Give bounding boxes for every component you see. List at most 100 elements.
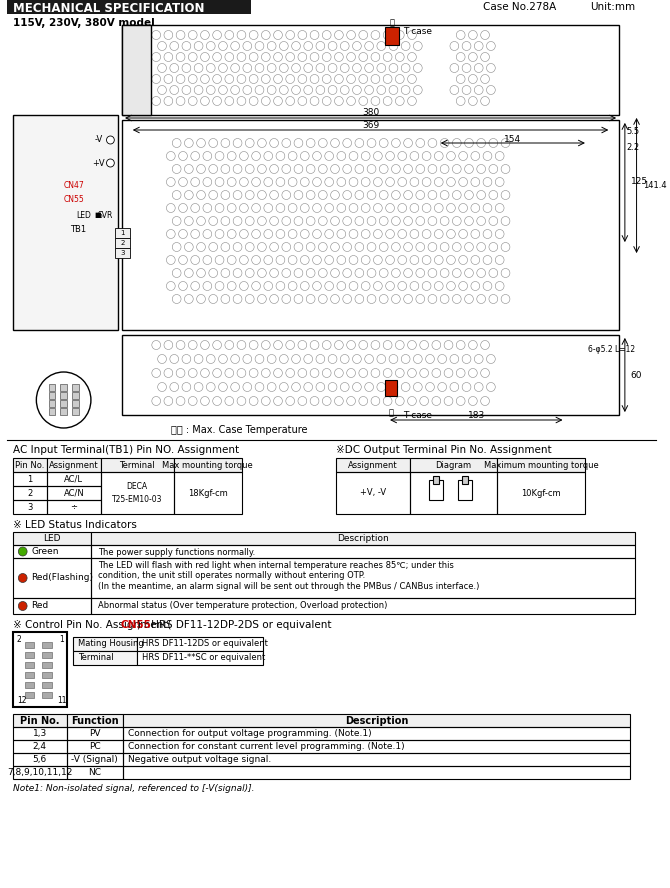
Text: 1: 1 xyxy=(121,230,125,236)
Text: Terminal: Terminal xyxy=(78,654,114,662)
Bar xyxy=(60,408,67,416)
Text: Negative output voltage signal.: Negative output voltage signal. xyxy=(128,755,271,764)
Text: The LED will flash with red light when internal temperature reaches 85℃; under t: The LED will flash with red light when i… xyxy=(98,561,479,591)
Bar xyxy=(13,753,66,766)
Text: 18Kgf-cm: 18Kgf-cm xyxy=(188,488,228,497)
Bar xyxy=(123,740,630,753)
Text: 2: 2 xyxy=(121,240,125,246)
Bar xyxy=(100,472,174,514)
Bar xyxy=(25,682,34,688)
Bar xyxy=(13,632,66,707)
Bar xyxy=(123,766,630,779)
Bar xyxy=(47,458,100,472)
Text: 3: 3 xyxy=(121,250,125,256)
Bar xyxy=(42,672,52,678)
Bar xyxy=(13,486,47,500)
Bar xyxy=(429,480,443,500)
Bar xyxy=(91,532,634,545)
Text: PC: PC xyxy=(89,742,100,751)
Text: 380: 380 xyxy=(362,108,379,117)
Text: ■: ■ xyxy=(94,212,101,218)
Bar xyxy=(13,714,66,727)
Bar xyxy=(48,385,56,392)
Bar xyxy=(137,637,263,651)
Text: 154: 154 xyxy=(505,134,521,144)
Bar xyxy=(72,408,79,416)
Text: LED: LED xyxy=(43,534,61,543)
Text: ÷: ÷ xyxy=(70,503,77,511)
Bar xyxy=(25,642,34,648)
Text: SVR: SVR xyxy=(98,210,113,219)
Bar xyxy=(66,740,123,753)
Bar xyxy=(385,380,397,396)
Text: Connection for output voltage programming. (Note.1): Connection for output voltage programmin… xyxy=(128,729,372,738)
Circle shape xyxy=(107,136,115,144)
Text: Assignment: Assignment xyxy=(348,461,398,470)
Bar xyxy=(385,27,399,45)
Circle shape xyxy=(107,159,115,167)
Text: HRS DF11-12DS or equivalent: HRS DF11-12DS or equivalent xyxy=(141,639,267,648)
Text: Pin No.: Pin No. xyxy=(20,716,60,725)
Text: Maximum mounting torque: Maximum mounting torque xyxy=(484,461,598,470)
Text: Red: Red xyxy=(31,601,49,611)
Bar xyxy=(47,486,100,500)
Text: 2.2: 2.2 xyxy=(627,142,640,152)
Text: CN55: CN55 xyxy=(64,195,84,204)
Bar xyxy=(91,545,634,558)
Text: AC Input Terminal(TB1) Pin NO. Assignment: AC Input Terminal(TB1) Pin NO. Assignmen… xyxy=(13,445,239,455)
Bar xyxy=(42,652,52,658)
Text: PV: PV xyxy=(89,729,100,738)
Text: Ⓣ: Ⓣ xyxy=(389,408,393,417)
Bar xyxy=(91,598,634,614)
Text: +V: +V xyxy=(92,158,105,168)
Text: Function: Function xyxy=(71,716,119,725)
Text: ※ LED Status Indicators: ※ LED Status Indicators xyxy=(13,520,137,530)
Text: AC/L: AC/L xyxy=(64,474,83,483)
Text: NC: NC xyxy=(88,768,101,777)
Bar xyxy=(48,408,56,416)
Text: Ⓣ: Ⓣ xyxy=(389,18,395,27)
Bar xyxy=(100,458,174,472)
Bar xyxy=(122,25,151,115)
Text: AC/N: AC/N xyxy=(64,488,84,497)
Bar xyxy=(497,458,585,472)
Text: Connection for constant current level programming. (Note.1): Connection for constant current level pr… xyxy=(128,742,405,751)
Bar xyxy=(48,400,56,408)
Bar xyxy=(72,392,79,400)
Bar xyxy=(25,692,34,698)
Text: 115V, 230V, 380V model: 115V, 230V, 380V model xyxy=(13,18,155,28)
Text: T case: T case xyxy=(403,410,431,419)
Bar xyxy=(13,472,47,486)
Text: 3: 3 xyxy=(27,503,33,511)
Bar xyxy=(47,500,100,514)
Text: Max mounting torque: Max mounting torque xyxy=(162,461,253,470)
Circle shape xyxy=(18,601,27,611)
Bar xyxy=(42,692,52,698)
Text: Description: Description xyxy=(337,534,389,543)
Bar xyxy=(336,472,409,514)
Bar xyxy=(13,532,91,545)
Text: -V: -V xyxy=(94,136,103,145)
Bar xyxy=(42,682,52,688)
Bar xyxy=(66,766,123,779)
Text: Description: Description xyxy=(345,716,408,725)
Bar xyxy=(13,766,66,779)
Bar xyxy=(91,558,634,598)
Bar xyxy=(115,238,130,248)
Bar xyxy=(13,500,47,514)
Bar xyxy=(409,472,497,514)
Bar xyxy=(74,651,137,665)
Text: Red(Flashing): Red(Flashing) xyxy=(31,574,94,583)
Bar xyxy=(66,714,123,727)
Text: The power supply functions normally.: The power supply functions normally. xyxy=(98,548,255,557)
Text: Unit:mm: Unit:mm xyxy=(590,2,635,12)
Bar xyxy=(42,642,52,648)
Text: 1: 1 xyxy=(59,635,64,644)
Text: Terminal: Terminal xyxy=(119,461,155,470)
Text: 12: 12 xyxy=(17,696,26,705)
Bar xyxy=(462,476,468,484)
Bar xyxy=(48,392,56,400)
Bar xyxy=(123,714,630,727)
Bar xyxy=(433,476,439,484)
Bar xyxy=(13,558,91,598)
